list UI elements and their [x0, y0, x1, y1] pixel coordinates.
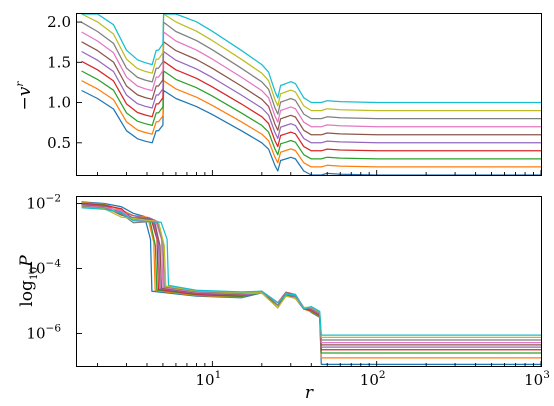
- bottom-ylabel: log10P: [17, 255, 40, 307]
- bottom-series-line-3: [81, 202, 541, 354]
- top-series-line-8: [81, 21, 541, 120]
- bottom-ytick-label-3: 10−6: [26, 323, 61, 343]
- top-panel: 0.5 1.0 1.5 2.0 −vr: [14, 13, 542, 176]
- top-ytick-label-1: 0.5: [47, 134, 71, 152]
- bottom-ylabel-sub: 10: [28, 267, 40, 280]
- top-series-line-3: [81, 70, 541, 160]
- top-series-group: [81, 13, 541, 176]
- bottom-xtick-label-1: 101: [195, 369, 221, 389]
- top-axes-frame: [76, 13, 542, 176]
- bottom-ylabel-var: P: [17, 255, 37, 268]
- top-ylabel: −vr: [14, 81, 35, 111]
- top-series-line-5: [81, 50, 541, 144]
- top-series-line-10: [81, 13, 541, 104]
- bottom-axes-frame: [76, 196, 542, 367]
- bottom-ytick-label-2: 10−4: [26, 258, 61, 278]
- bottom-ylabel-main: log: [17, 280, 37, 307]
- top-series-line-2: [81, 80, 541, 168]
- top-ylabel-sup: r: [14, 81, 26, 87]
- bottom-series-line-10: [81, 207, 541, 336]
- top-series-line-9: [81, 13, 541, 112]
- top-ytick-label-3: 1.5: [47, 53, 71, 71]
- bottom-panel: 10−2 10−4 10−6 101 102 103 log10P r: [17, 193, 550, 404]
- bottom-xtick-label-2: 102: [360, 369, 386, 389]
- top-series-line-7: [81, 31, 541, 128]
- top-series-line-4: [81, 60, 541, 152]
- top-series-line-1: [81, 89, 541, 176]
- bottom-ticks: 10−2 10−4 10−6 101 102 103: [26, 193, 549, 390]
- top-ytick-label-4: 2.0: [47, 13, 71, 31]
- top-ytick-label-2: 1.0: [47, 94, 71, 112]
- top-series-line-6: [81, 41, 541, 136]
- top-ticks: 0.5 1.0 1.5 2.0: [47, 13, 542, 175]
- bottom-xtick-label-3: 103: [524, 369, 550, 389]
- bottom-series-group: [81, 201, 541, 366]
- x-axis-label: r: [305, 383, 314, 403]
- bottom-ytick-label-1: 10−2: [26, 193, 61, 213]
- top-ylabel-main: −v: [15, 86, 35, 110]
